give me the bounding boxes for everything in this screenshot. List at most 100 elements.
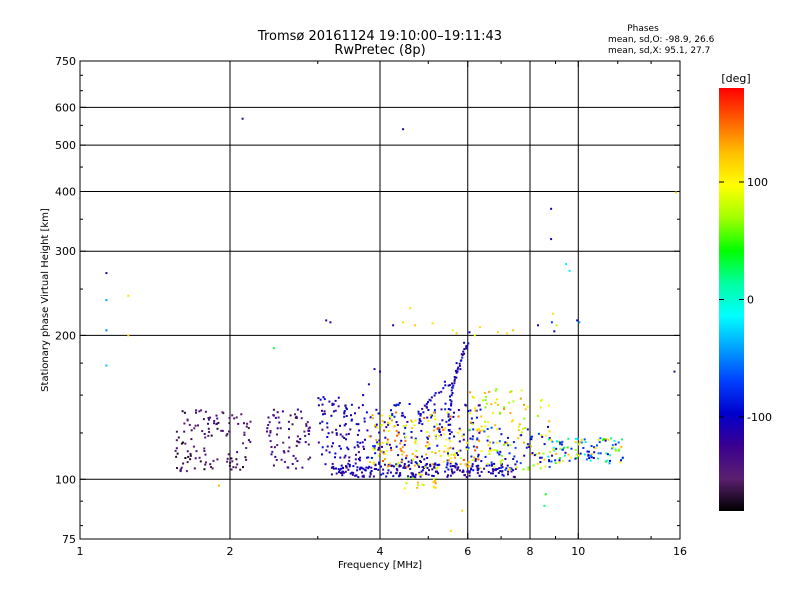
echo-point <box>381 445 383 448</box>
echo-point <box>434 452 437 455</box>
echo-point <box>536 415 539 417</box>
echo-point <box>402 425 405 428</box>
echo-point <box>424 473 427 476</box>
echo-point <box>203 450 206 452</box>
echo-point <box>371 417 374 420</box>
echo-point <box>323 412 326 415</box>
echo-point <box>588 450 590 453</box>
echo-point <box>296 440 299 443</box>
echo-point <box>388 422 391 425</box>
echo-point <box>488 453 491 455</box>
echo-point <box>365 411 368 414</box>
echo-point <box>404 439 407 442</box>
echo-point <box>544 434 547 437</box>
echo-point <box>300 410 302 413</box>
echo-point <box>180 442 183 445</box>
echo-point <box>448 437 451 440</box>
echo-point <box>246 422 249 425</box>
echo-point <box>480 425 483 428</box>
echo-point <box>424 466 427 469</box>
echo-point <box>453 435 456 438</box>
echo-point <box>440 408 443 411</box>
echo-point <box>337 468 340 471</box>
echo-point <box>481 429 484 432</box>
echo-point <box>405 482 408 485</box>
echo-point <box>335 432 338 435</box>
y-tick-label: 300 <box>55 245 76 258</box>
echo-point <box>577 437 579 440</box>
echo-point <box>367 456 370 459</box>
echo-point <box>369 416 372 419</box>
echo-point <box>245 425 248 428</box>
echo-point <box>494 401 497 404</box>
echo-point <box>503 443 505 446</box>
echo-point <box>427 447 430 450</box>
echo-point <box>497 331 499 334</box>
echo-point <box>276 427 279 430</box>
echo-point <box>451 382 453 385</box>
echo-point <box>598 441 601 444</box>
echo-point <box>579 452 582 455</box>
echo-point <box>189 453 192 455</box>
echo-point <box>361 404 364 407</box>
echo-point <box>194 457 197 460</box>
echo-point <box>207 417 210 419</box>
echo-point <box>391 419 393 422</box>
echo-point <box>437 464 440 466</box>
echo-point <box>175 447 178 450</box>
echo-point <box>458 364 461 367</box>
echo-point <box>340 467 342 470</box>
echo-point <box>514 463 517 466</box>
echo-point <box>428 398 431 401</box>
echo-point <box>525 446 528 449</box>
echo-point <box>609 459 611 462</box>
echo-point <box>512 329 515 332</box>
echo-point <box>596 444 598 447</box>
echo-point <box>358 459 361 462</box>
echo-point <box>307 458 310 461</box>
echo-point <box>405 457 408 460</box>
echo-point <box>217 484 220 487</box>
echo-point <box>618 448 621 451</box>
echo-point <box>479 326 481 329</box>
echo-point <box>356 444 359 447</box>
echo-point <box>334 452 337 455</box>
echo-point <box>478 474 481 477</box>
echo-point <box>243 431 246 434</box>
echo-point <box>447 474 449 477</box>
echo-point <box>449 457 452 460</box>
echo-point <box>330 414 333 417</box>
echo-point <box>227 453 230 456</box>
echo-point <box>362 475 365 478</box>
echo-point <box>449 474 452 477</box>
echo-point <box>355 453 357 456</box>
echo-point <box>304 434 307 437</box>
echo-point <box>267 424 270 426</box>
echo-point <box>582 447 585 449</box>
echo-point <box>438 423 441 426</box>
echo-point <box>377 412 380 415</box>
echo-point <box>539 461 542 464</box>
echo-point <box>488 390 491 393</box>
echo-point <box>443 450 446 453</box>
echo-point <box>590 453 593 456</box>
echo-point <box>532 464 535 467</box>
echo-point <box>332 410 335 413</box>
echo-point <box>504 468 507 471</box>
echo-point <box>609 454 612 457</box>
echo-point <box>426 436 429 439</box>
echo-point <box>467 470 469 473</box>
echo-point <box>459 449 462 452</box>
echo-point <box>407 460 410 463</box>
echo-point <box>468 465 471 468</box>
echo-point <box>621 438 623 441</box>
echo-point <box>308 426 311 429</box>
echo-point <box>321 446 324 449</box>
echo-point <box>231 460 234 463</box>
colorbar-ticks: 100 0 -100 <box>719 176 772 424</box>
echo-point <box>474 449 477 452</box>
echo-point <box>574 440 577 443</box>
echo-point <box>397 461 400 464</box>
echo-point <box>470 417 473 420</box>
echo-point <box>456 468 459 471</box>
